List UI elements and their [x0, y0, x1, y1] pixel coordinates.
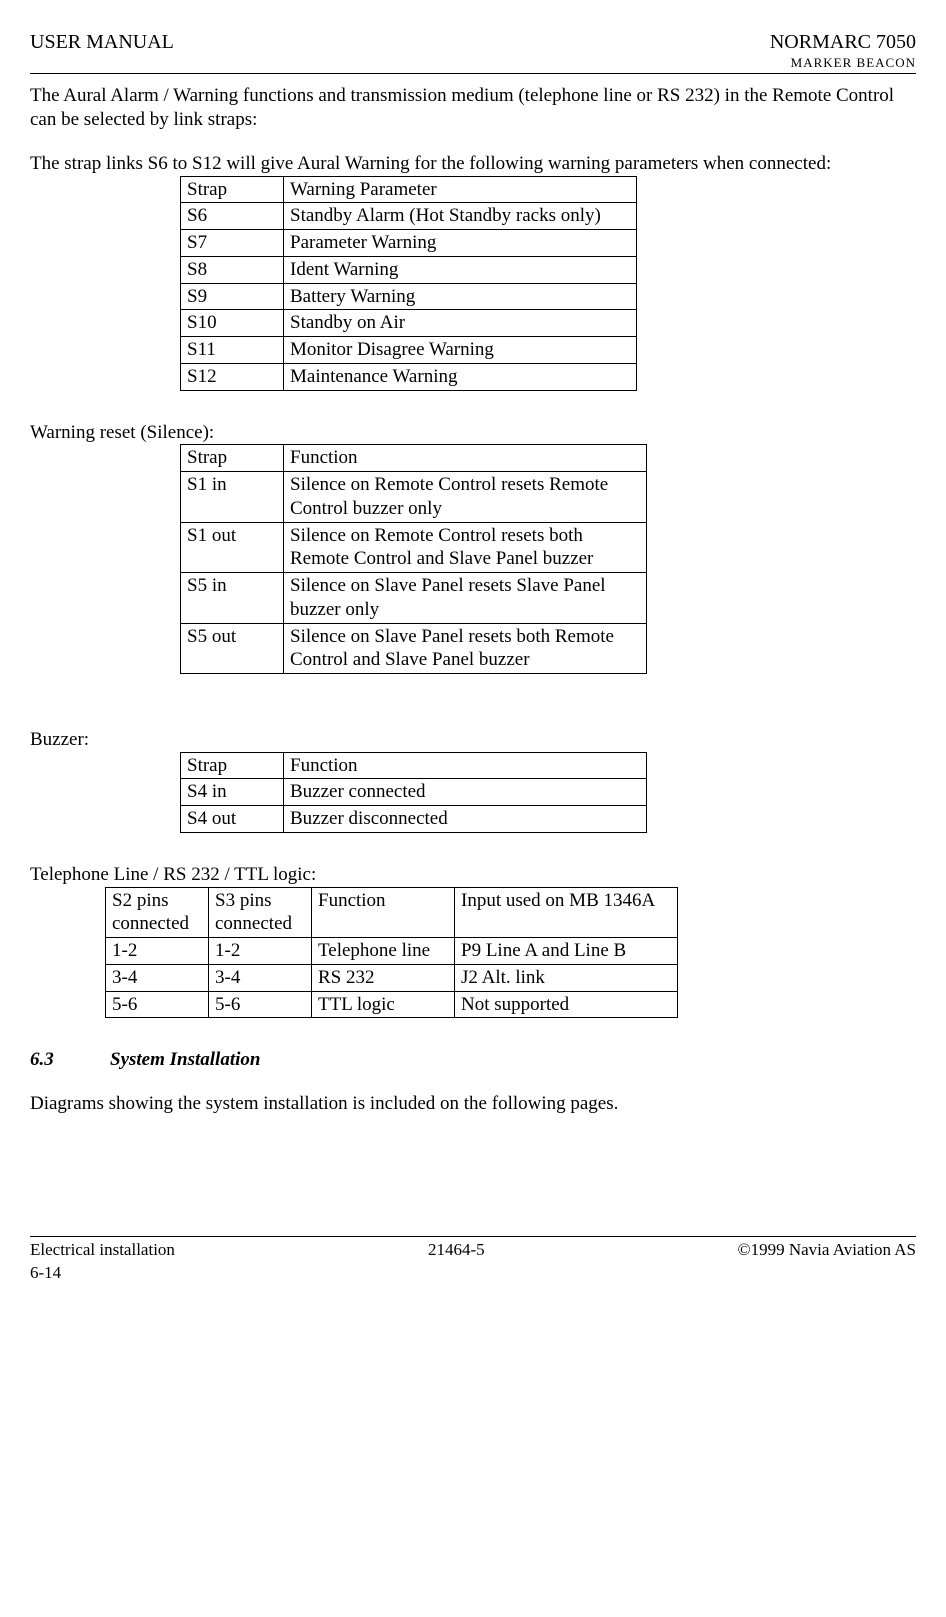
- cell: Battery Warning: [284, 283, 637, 310]
- table-row: S11Monitor Disagree Warning: [181, 337, 637, 364]
- cell: 5-6: [209, 991, 312, 1018]
- table-buzzer: StrapFunction S4 inBuzzer connected S4 o…: [180, 752, 647, 833]
- cell: S12: [181, 363, 284, 390]
- table-row: 5-65-6TTL logicNot supported: [106, 991, 678, 1018]
- table-warning-parameters: StrapWarning Parameter S6Standby Alarm (…: [180, 176, 637, 391]
- cell: Function: [284, 752, 647, 779]
- header-right: NORMARC 7050 MARKER BEACON: [770, 30, 916, 71]
- cell: S11: [181, 337, 284, 364]
- table-row: S8Ident Warning: [181, 256, 637, 283]
- table-row: 1-21-2Telephone lineP9 Line A and Line B: [106, 938, 678, 965]
- cell: Standby on Air: [284, 310, 637, 337]
- cell: Buzzer connected: [284, 779, 647, 806]
- cell: Ident Warning: [284, 256, 637, 283]
- cell: S2 pins connected: [106, 887, 209, 938]
- cell: J2 Alt. link: [455, 964, 678, 991]
- table-row: StrapWarning Parameter: [181, 176, 637, 203]
- cell: 3-4: [209, 964, 312, 991]
- table-row: StrapFunction: [181, 445, 647, 472]
- cell: Input used on MB 1346A: [455, 887, 678, 938]
- cell: RS 232: [312, 964, 455, 991]
- paragraph-intro: The Aural Alarm / Warning functions and …: [30, 84, 916, 132]
- cell: Parameter Warning: [284, 230, 637, 257]
- table-row: S5 outSilence on Slave Panel resets both…: [181, 623, 647, 674]
- cell: Silence on Remote Control resets Remote …: [284, 472, 647, 523]
- cell: Silence on Slave Panel resets Slave Pane…: [284, 573, 647, 624]
- paragraph-telephone: Telephone Line / RS 232 / TTL logic:: [30, 863, 916, 887]
- section-heading: 6.3System Installation: [30, 1048, 916, 1072]
- cell: 5-6: [106, 991, 209, 1018]
- table-telephone-line: S2 pins connectedS3 pins connectedFuncti…: [105, 887, 678, 1019]
- table-row: S4 outBuzzer disconnected: [181, 806, 647, 833]
- cell: Function: [312, 887, 455, 938]
- header-subtitle: MARKER BEACON: [770, 55, 916, 71]
- cell: 1-2: [209, 938, 312, 965]
- cell: Monitor Disagree Warning: [284, 337, 637, 364]
- cell: Strap: [181, 752, 284, 779]
- cell: Maintenance Warning: [284, 363, 637, 390]
- table-row: S9Battery Warning: [181, 283, 637, 310]
- cell: S7: [181, 230, 284, 257]
- page-number: 6-14: [30, 1262, 916, 1283]
- footer-left: Electrical installation: [30, 1239, 175, 1260]
- table-row: S6Standby Alarm (Hot Standby racks only): [181, 203, 637, 230]
- cell: 3-4: [106, 964, 209, 991]
- table-row: 3-43-4RS 232J2 Alt. link: [106, 964, 678, 991]
- section-number: 6.3: [30, 1048, 110, 1072]
- table-row: S2 pins connectedS3 pins connectedFuncti…: [106, 887, 678, 938]
- cell: Strap: [181, 445, 284, 472]
- cell: Silence on Remote Control resets both Re…: [284, 522, 647, 573]
- paragraph-warning-reset: Warning reset (Silence):: [30, 421, 916, 445]
- table-row: StrapFunction: [181, 752, 647, 779]
- table-row: S10Standby on Air: [181, 310, 637, 337]
- cell: S1 out: [181, 522, 284, 573]
- cell: S4 out: [181, 806, 284, 833]
- table-row: S7Parameter Warning: [181, 230, 637, 257]
- page-header: USER MANUAL NORMARC 7050 MARKER BEACON: [30, 30, 916, 74]
- cell: S9: [181, 283, 284, 310]
- cell: S4 in: [181, 779, 284, 806]
- cell: Warning Parameter: [284, 176, 637, 203]
- paragraph-buzzer: Buzzer:: [30, 728, 916, 752]
- paragraph-diagrams: Diagrams showing the system installation…: [30, 1092, 916, 1116]
- cell: Buzzer disconnected: [284, 806, 647, 833]
- cell: P9 Line A and Line B: [455, 938, 678, 965]
- table-row: S12Maintenance Warning: [181, 363, 637, 390]
- footer-right: ©1999 Navia Aviation AS: [738, 1239, 916, 1260]
- page-footer: Electrical installation 21464-5 ©1999 Na…: [30, 1236, 916, 1260]
- cell: S8: [181, 256, 284, 283]
- table-warning-reset: StrapFunction S1 inSilence on Remote Con…: [180, 444, 647, 674]
- cell: S10: [181, 310, 284, 337]
- footer-center: 21464-5: [428, 1239, 485, 1260]
- cell: Telephone line: [312, 938, 455, 965]
- cell: Function: [284, 445, 647, 472]
- cell: Silence on Slave Panel resets both Remot…: [284, 623, 647, 674]
- cell: 1-2: [106, 938, 209, 965]
- cell: TTL logic: [312, 991, 455, 1018]
- cell: S3 pins connected: [209, 887, 312, 938]
- table-row: S5 inSilence on Slave Panel resets Slave…: [181, 573, 647, 624]
- cell: S5 in: [181, 573, 284, 624]
- header-left: USER MANUAL: [30, 30, 174, 55]
- cell: Strap: [181, 176, 284, 203]
- cell: Not supported: [455, 991, 678, 1018]
- cell: Standby Alarm (Hot Standby racks only): [284, 203, 637, 230]
- table-row: S1 outSilence on Remote Control resets b…: [181, 522, 647, 573]
- section-title: System Installation: [110, 1049, 260, 1070]
- cell: S6: [181, 203, 284, 230]
- cell: S1 in: [181, 472, 284, 523]
- cell: S5 out: [181, 623, 284, 674]
- paragraph-strap-links: The strap links S6 to S12 will give Aura…: [30, 152, 916, 176]
- header-title: NORMARC 7050: [770, 30, 916, 55]
- table-row: S4 inBuzzer connected: [181, 779, 647, 806]
- table-row: S1 inSilence on Remote Control resets Re…: [181, 472, 647, 523]
